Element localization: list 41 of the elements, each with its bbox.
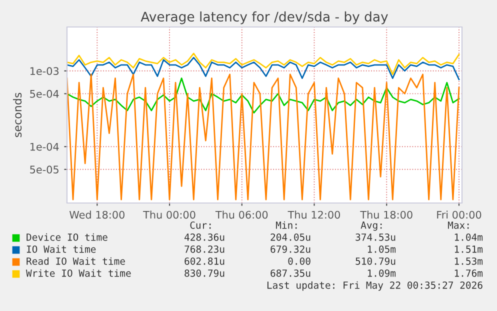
x-tick-label: Thu 06:00	[215, 210, 268, 219]
line-series	[67, 56, 460, 80]
line-series	[67, 78, 460, 114]
y-tick-label: 5e-05	[30, 166, 58, 174]
line-series	[67, 52, 460, 76]
text: 830.79u	[184, 269, 224, 277]
text: 1.09m	[368, 269, 396, 277]
text: 204.05u	[270, 233, 310, 241]
text: Min:	[276, 221, 297, 229]
line-series	[67, 74, 460, 200]
text: 1.76m	[454, 269, 483, 277]
y-tick-label: 5e-04	[30, 90, 59, 98]
x-tick-label: Thu 12:00	[288, 210, 340, 219]
text: Last update: Fri May 22 00:35:27 2026	[267, 281, 482, 291]
text: 768.23u	[184, 245, 224, 253]
text: 1.53m	[454, 257, 483, 265]
text: Max:	[448, 222, 469, 229]
x-tick-label: Wed 18:00	[69, 210, 124, 219]
y-axis-title: seconds	[13, 92, 22, 138]
y-tick-label: 1e-03	[30, 67, 59, 76]
text: 510.79u	[356, 257, 396, 265]
legend-label: Device IO time	[26, 233, 108, 241]
chart-title: Average latency for /dev/sda - by day	[140, 11, 388, 24]
text: 1.04m	[454, 233, 483, 241]
text: 687.35u	[270, 269, 310, 277]
text: 428.36u	[184, 233, 224, 241]
text: 1.51m	[454, 246, 483, 253]
text: Avg:	[360, 222, 382, 231]
x-tick-label: Thu 00:00	[143, 210, 196, 219]
text: 602.81u	[184, 257, 224, 265]
y-tick-label: 1e-04	[30, 142, 59, 151]
text: 679.32u	[270, 245, 310, 253]
legend-label: Read IO Wait time	[26, 257, 125, 265]
x-tick-label: Fri 00:00	[437, 210, 482, 219]
text: Cur:	[190, 221, 211, 229]
text: 374.53u	[356, 233, 396, 241]
legend-label: IO Wait time	[26, 245, 96, 253]
x-tick-label: Thu 18:00	[360, 210, 412, 219]
text: 0.00	[288, 257, 310, 265]
text: 1.05m	[368, 245, 396, 253]
legend-label: Write IO Wait time	[26, 269, 131, 277]
